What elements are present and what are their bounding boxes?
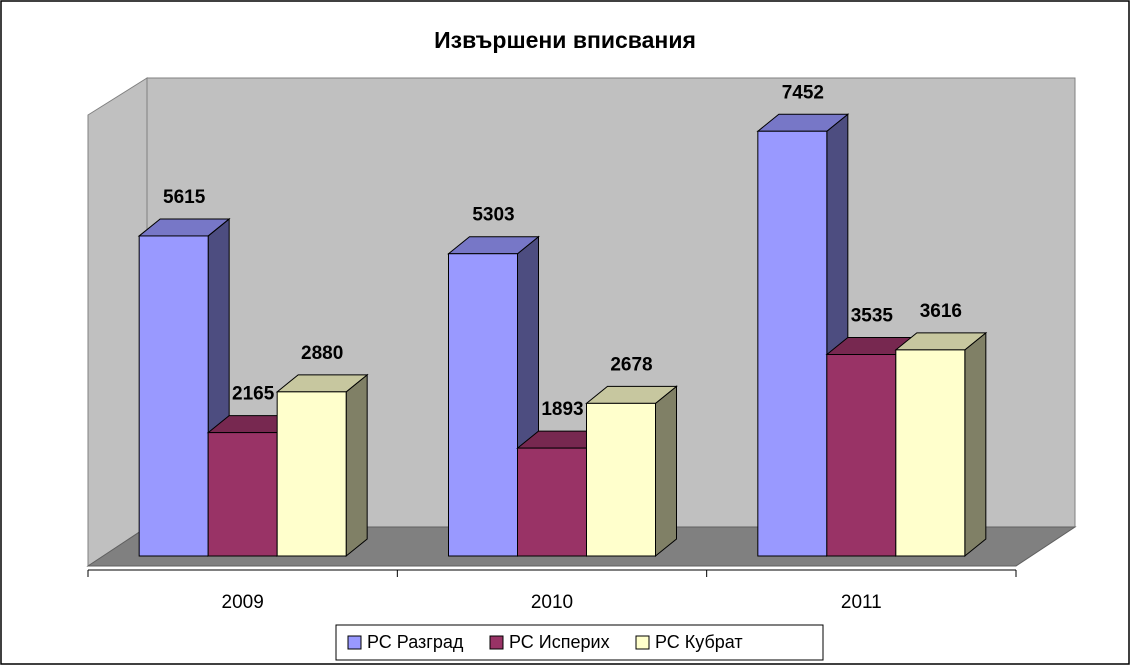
legend-box [335,624,824,661]
bar [895,349,966,557]
value-label: 7452 [782,82,824,103]
value-label: 1893 [541,399,583,420]
bar [448,253,518,557]
bar [276,391,347,557]
bar [517,447,587,557]
legend-label: РС Разград [367,632,464,652]
bar-side [964,331,987,558]
bar [757,130,828,557]
legend-label: РС Кубрат [655,632,743,652]
legend-swatch [347,635,362,650]
value-label: 5303 [472,205,514,226]
legend-swatch [635,635,650,650]
bar-side [655,385,677,558]
bar-side [345,373,368,558]
value-label: 2880 [301,343,343,364]
value-label: 3535 [851,306,894,327]
value-label: 3616 [920,301,962,322]
chart-title: Извършени вписвания [434,27,696,53]
value-label: 5615 [163,187,206,208]
x-tick-label: 2011 [841,592,882,613]
side-wall [87,77,148,567]
x-tick-label: 2009 [222,592,264,613]
x-tick-label: 2010 [531,592,573,613]
bar [138,235,209,557]
value-label: 2165 [232,384,275,405]
value-label: 2678 [610,354,652,375]
bar [207,432,278,557]
legend-label: РС Исперих [509,632,610,652]
legend-swatch [489,635,504,650]
bar [826,354,897,557]
bar [586,402,656,557]
